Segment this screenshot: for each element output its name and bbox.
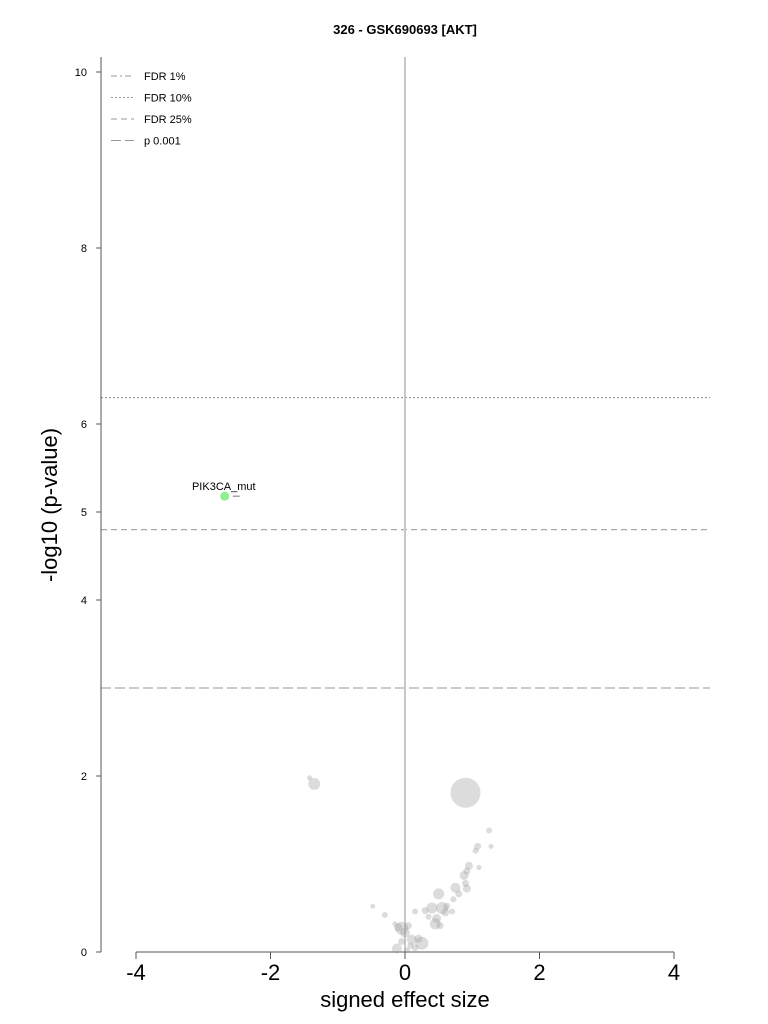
data-point bbox=[392, 921, 398, 927]
data-point bbox=[435, 902, 448, 914]
data-point bbox=[370, 903, 376, 909]
data-point bbox=[436, 922, 444, 930]
data-point bbox=[488, 843, 494, 849]
y-tick-label: 10 bbox=[75, 67, 87, 79]
data-point bbox=[476, 865, 482, 871]
x-tick-label: 0 bbox=[399, 960, 411, 985]
x-tick-label: 2 bbox=[533, 960, 545, 985]
highlight-label: PIK3CA_mut bbox=[192, 481, 256, 493]
legend-label: FDR 1% bbox=[144, 71, 186, 83]
data-point bbox=[450, 882, 461, 893]
data-point bbox=[455, 890, 463, 898]
x-tick-label: -2 bbox=[261, 960, 281, 985]
y-axis-label: -log10 (p-value) bbox=[37, 428, 62, 582]
data-point bbox=[414, 934, 423, 943]
data-point bbox=[425, 913, 432, 920]
data-point bbox=[415, 936, 429, 950]
x-axis-label: signed effect size bbox=[320, 987, 490, 1012]
data-point bbox=[462, 879, 470, 887]
data-point bbox=[472, 847, 479, 854]
data-point bbox=[404, 947, 411, 954]
data-point bbox=[464, 861, 473, 870]
data-point bbox=[450, 896, 457, 903]
data-point bbox=[463, 867, 471, 875]
data-point bbox=[474, 842, 482, 850]
data-point bbox=[308, 777, 321, 790]
y-tick-label: 6 bbox=[81, 419, 87, 431]
data-point bbox=[381, 912, 388, 919]
data-point bbox=[459, 870, 469, 880]
data-point bbox=[426, 902, 438, 914]
y-tick-label: 4 bbox=[81, 595, 87, 607]
y-tick-label: 2 bbox=[81, 771, 87, 783]
y-tick-label: 0 bbox=[81, 947, 87, 959]
data-point bbox=[421, 907, 429, 915]
data-point bbox=[398, 937, 406, 945]
data-point bbox=[462, 884, 471, 893]
data-point bbox=[307, 775, 313, 781]
data-point bbox=[432, 914, 442, 924]
legend: FDR 1% FDR 10% FDR 25% p 0.001 bbox=[111, 71, 192, 148]
data-point bbox=[450, 777, 481, 808]
data-point bbox=[406, 934, 417, 945]
y-tick-label: 8 bbox=[81, 243, 87, 255]
data-point bbox=[412, 908, 419, 915]
legend-label: p 0.001 bbox=[144, 136, 181, 148]
data-point bbox=[391, 943, 402, 954]
data-point bbox=[407, 942, 414, 949]
x-tick-label: -4 bbox=[126, 960, 146, 985]
data-point bbox=[433, 888, 445, 900]
data-point bbox=[394, 923, 403, 932]
data-point bbox=[429, 918, 441, 930]
axes: 0 2 4 5 6 8 10 -4 -2 0 2 4 bbox=[75, 57, 680, 985]
y-tick-label: 5 bbox=[81, 507, 87, 519]
data-points: PIK3CA_mut bbox=[192, 481, 494, 954]
data-point bbox=[395, 921, 409, 935]
data-point bbox=[441, 908, 450, 917]
chart-title: 326 - GSK690693 [AKT] bbox=[333, 22, 477, 37]
legend-label: FDR 10% bbox=[144, 93, 192, 105]
data-point bbox=[400, 927, 410, 938]
highlight-point bbox=[220, 491, 230, 501]
data-point bbox=[404, 922, 412, 930]
data-point bbox=[411, 944, 419, 952]
data-point bbox=[486, 827, 493, 834]
data-point bbox=[443, 902, 451, 910]
data-point bbox=[449, 908, 456, 915]
legend-label: FDR 25% bbox=[144, 114, 192, 126]
x-tick-label: 4 bbox=[668, 960, 680, 985]
